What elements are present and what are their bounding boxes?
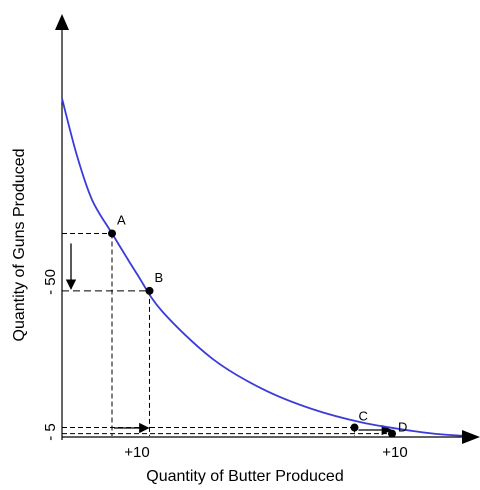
x-axis-title: Quantity of Butter Produced: [146, 468, 343, 485]
y-axis-title: Quantity of Guns Produced: [11, 149, 28, 342]
point-label-b: B: [155, 270, 164, 285]
y-axis-arrow-icon: [55, 14, 69, 30]
guide-lines: [62, 232, 393, 436]
x-tick-label-left: +10: [124, 444, 149, 461]
y-tick-label-upper: - 50: [42, 269, 59, 295]
point-label-a: A: [117, 212, 126, 227]
y-tick-label-lower: - 5: [42, 423, 59, 441]
point-d: [388, 429, 396, 438]
point-label-d: D: [398, 420, 407, 435]
ppf-curve: [61, 98, 463, 437]
point-a: [108, 229, 116, 238]
curve-points: A B C D: [108, 212, 407, 438]
point-b: [145, 286, 154, 295]
point-c: [350, 423, 359, 432]
x-axis-arrow-icon: [462, 430, 480, 444]
x-tick-label-right: +10: [382, 444, 407, 461]
point-label-c: C: [359, 409, 368, 424]
